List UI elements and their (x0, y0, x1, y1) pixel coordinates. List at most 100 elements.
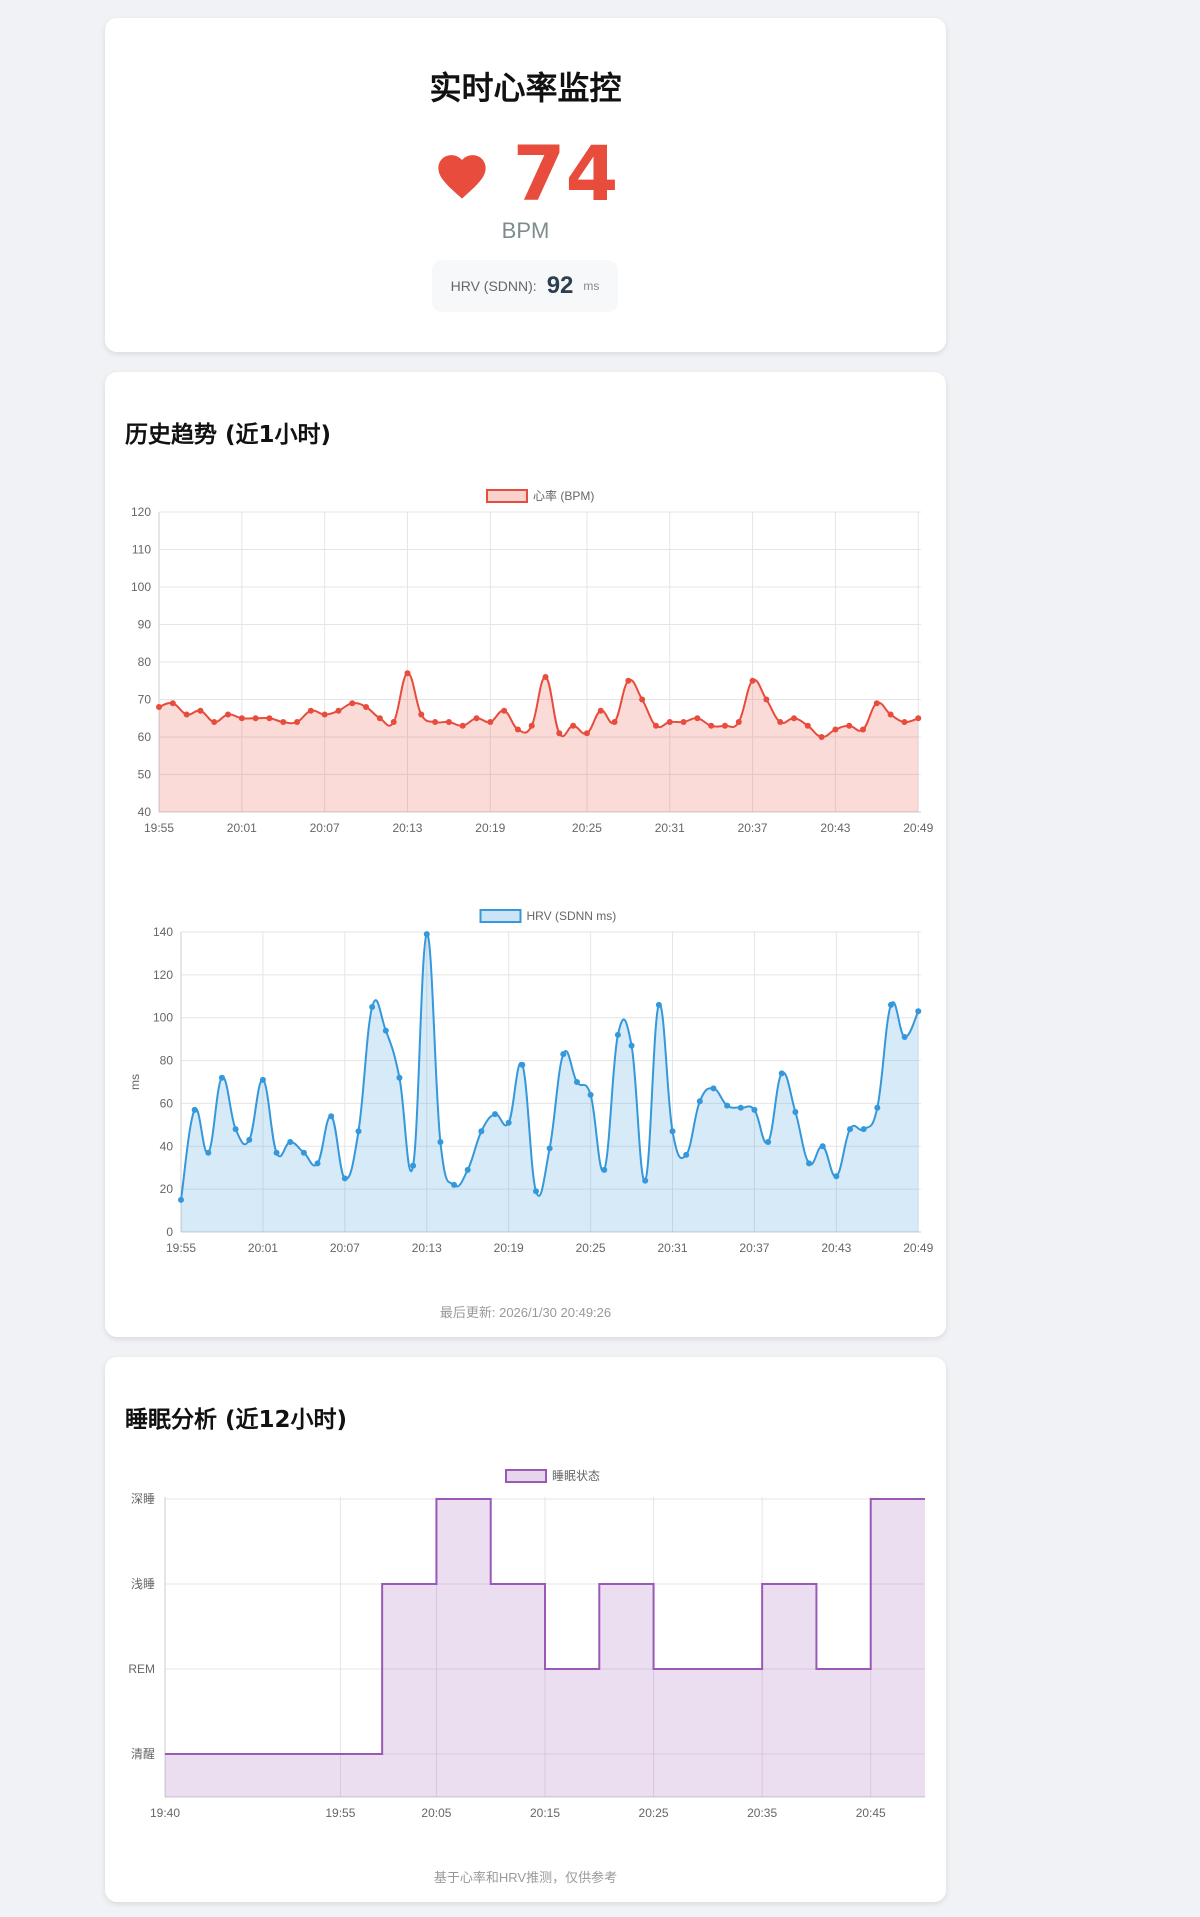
hrv-data-point (246, 1136, 253, 1143)
hrv-data-point (218, 1074, 225, 1081)
hrv-data-point (478, 1128, 485, 1135)
sleep-x-tick: 19:55 (325, 1806, 355, 1820)
sleep-note: 基于心率和HRV推测，仅供参考 (433, 1870, 618, 1885)
hrv-data-point (751, 1106, 758, 1113)
hr-y-tick: 110 (132, 543, 151, 557)
sleep-y-tick: 清醒 (131, 1747, 155, 1761)
sleep-x-tick: 20:35 (747, 1806, 777, 1820)
hr-data-point (804, 722, 811, 729)
hrv-y-tick: 100 (153, 1011, 173, 1025)
sleep-x-tick: 20:25 (639, 1806, 669, 1820)
hr-data-point (183, 711, 190, 718)
hrv-data-point (915, 1008, 922, 1015)
hr-x-tick: 20:25 (572, 821, 602, 835)
hr-legend-swatch (486, 489, 528, 503)
hr-data-point (473, 715, 480, 722)
hrv-legend-swatch (479, 909, 522, 923)
hr-y-tick: 100 (131, 580, 151, 594)
hrv-data-point (300, 1149, 307, 1156)
hr-data-point (735, 719, 742, 725)
hr-data-point (570, 722, 577, 729)
hrv-data-point (464, 1166, 471, 1173)
hrv-y-label: ms (128, 1074, 142, 1090)
hr-data-point (445, 719, 452, 725)
hr-data-point (846, 722, 853, 729)
hrv-data-point (792, 1109, 799, 1115)
hrv-data-point (669, 1128, 676, 1135)
hrv-data-point (696, 1098, 703, 1105)
hr-data-point (514, 726, 521, 733)
hr-data-point (335, 707, 342, 714)
sleep-y-tick: REM (128, 1662, 155, 1676)
hr-data-point (791, 715, 797, 722)
hr-data-point (321, 711, 328, 718)
hrv-data-point (560, 1051, 567, 1058)
sleep-card: 睡眠分析 (近12小时) 睡眠状态 清醒 REM 浅睡 深睡 19:40 19:55 20:0… (105, 1357, 946, 1902)
hr-data-point (708, 722, 715, 729)
hrv-data-point (655, 1001, 662, 1008)
hrv-data-point (396, 1074, 403, 1081)
hr-data-point (915, 715, 922, 722)
hrv-data-point (778, 1070, 785, 1077)
hrv-data-point (382, 1027, 389, 1034)
live-title: 实时心率监控 (429, 69, 622, 107)
hrv-data-point (532, 1188, 539, 1195)
hrv-x-tick: 20:37 (739, 1241, 769, 1255)
hr-x-tick: 20:43 (820, 821, 850, 835)
hr-data-point (556, 730, 563, 737)
hrv-data-point (423, 931, 430, 938)
hrv-data-point (232, 1126, 239, 1133)
hr-data-point (197, 707, 204, 714)
hrv-label: HRV (SDNN): (450, 278, 537, 294)
hrv-x-tick: 20:13 (412, 1241, 442, 1255)
history-card: 历史趋势 (近1小时) 心率 (BPM) 40 50 60 70 80 90 100 110 12… (105, 372, 946, 1337)
hr-data-point (901, 719, 908, 725)
heart-rate-value: 74 (512, 129, 619, 218)
hrv-data-point (806, 1160, 813, 1167)
heart-rate-chart: 心率 (BPM) 40 50 60 70 80 90 100 110 120 19:55 20:01 2… (131, 488, 934, 835)
sleep-legend-swatch (505, 1469, 547, 1483)
heart-rate-unit: BPM (501, 218, 550, 243)
hrv-y-tick: 60 (160, 1096, 174, 1110)
hr-data-point (376, 715, 383, 722)
hr-data-point (528, 722, 535, 729)
sleep-y-tick: 浅睡 (131, 1577, 155, 1591)
hrv-y-tick: 120 (153, 968, 173, 982)
hr-x-tick: 20:49 (903, 821, 933, 835)
hrv-data-point (314, 1160, 321, 1167)
hrv-chart: HRV (SDNN ms) 0 20 40 60 80 100 120 140 19:55 20:0… (128, 909, 934, 1255)
hr-data-point (666, 719, 673, 725)
hrv-data-point (178, 1196, 184, 1203)
hr-x-tick: 20:01 (227, 821, 257, 835)
hr-area-fill (159, 673, 919, 812)
hrv-data-point (628, 1042, 635, 1049)
hr-data-point (363, 704, 370, 710)
hr-data-point (349, 700, 356, 707)
hrv-data-point (546, 1145, 553, 1152)
hr-y-tick: 90 (138, 618, 152, 632)
heart-rate-row: 74 (105, 136, 946, 212)
hr-data-point (597, 707, 604, 714)
hr-data-point (542, 674, 549, 680)
sleep-title: 睡眠分析 (近12小时) (125, 1407, 348, 1433)
sleep-x-tick: 20:45 (856, 1806, 886, 1820)
hrv-data-point (410, 1162, 417, 1169)
hrv-x-tick: 20:19 (494, 1241, 524, 1255)
hr-data-point (873, 700, 880, 707)
hrv-y-tick: 140 (153, 925, 173, 939)
hrv-x-tick: 20:07 (330, 1241, 360, 1255)
hrv-data-point (573, 1079, 580, 1085)
hrv-data-point (642, 1177, 649, 1184)
hr-y-tick: 120 (131, 505, 151, 519)
sleep-x-tick: 20:15 (530, 1806, 560, 1820)
hr-y-tick: 40 (138, 805, 152, 819)
hr-y-tick: 60 (138, 730, 152, 744)
hrv-unit: ms (583, 279, 600, 293)
last-updated-text: 最后更新: 2026/1/30 20:49:26 (439, 1305, 612, 1320)
hrv-data-point (874, 1104, 881, 1111)
hrv-data-point (724, 1102, 731, 1109)
hrv-data-point (860, 1126, 867, 1133)
hr-data-point (652, 722, 659, 729)
hr-data-point (238, 715, 245, 722)
